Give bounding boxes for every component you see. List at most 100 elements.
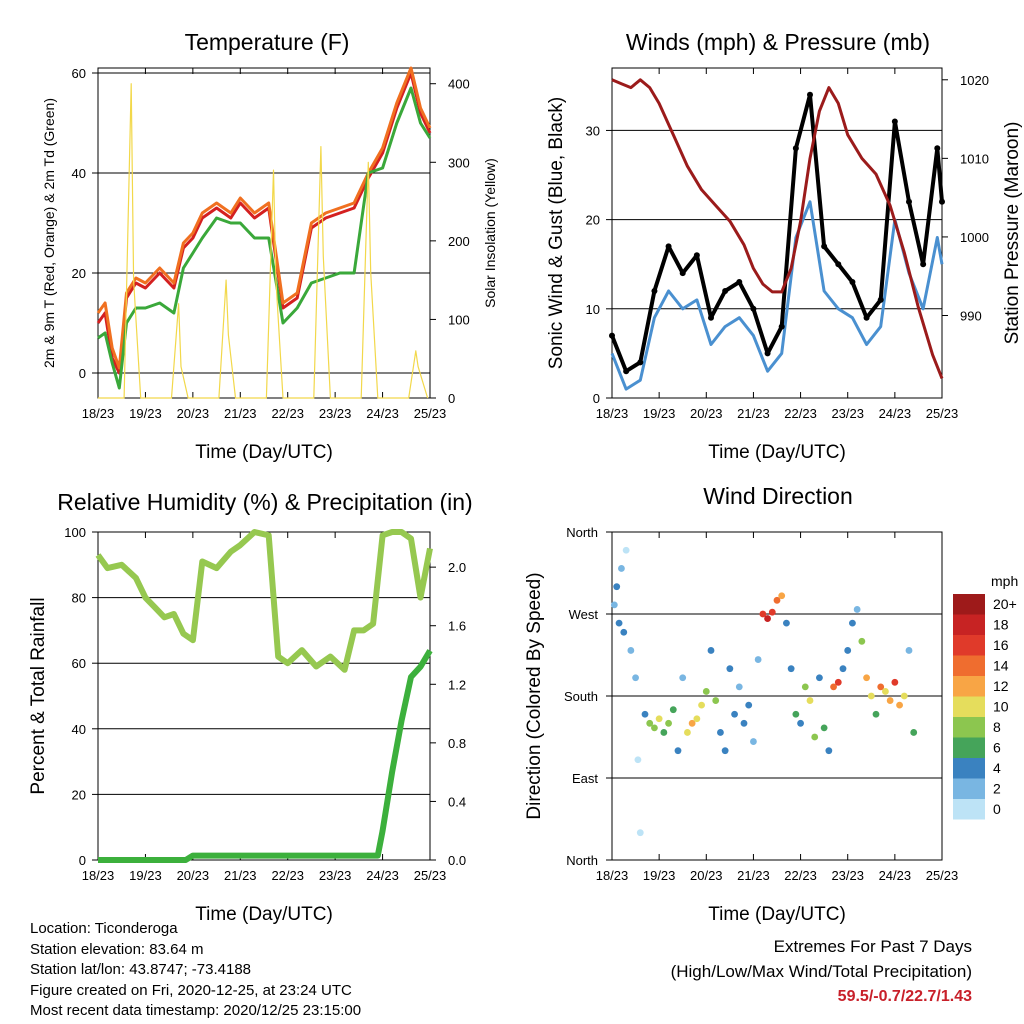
gust-point [693,252,700,259]
direction-point [707,647,715,654]
direction-point [717,729,724,736]
direction-point [877,683,885,691]
legend-label: 10 [993,699,1009,715]
gust-point [778,323,785,330]
direction-point [778,592,786,600]
x-tick-label: 25/23 [926,406,959,421]
x-tick-label: 19/23 [643,406,676,421]
direction-point [896,701,903,709]
elevation-text: Station elevation: 83.64 m [30,940,204,958]
x-tick-label: 21/23 [224,406,257,421]
y-right-tick-label: 1.6 [448,619,466,634]
direction-point [834,678,842,686]
direction-point [660,729,668,736]
gust-point [764,350,771,357]
direction-point [872,710,880,718]
x-tick-label: 19/23 [129,406,162,421]
y-right-tick-label: 100 [448,312,470,327]
direction-point [858,637,866,645]
y-right-tick-label: 200 [448,234,470,249]
x-tick-label: 20/23 [177,868,210,883]
extremes-subtitle: (High/Low/Max Wind/Total Precipitation) [670,962,972,981]
direction-point [684,729,691,736]
legend-swatch [953,594,985,615]
direction-point [693,715,701,723]
x-tick-label: 23/23 [319,868,352,883]
direction-point [735,683,743,691]
x-axis-label: Time (Day/UTC) [195,442,333,463]
direction-point [900,692,908,700]
direction-point [816,674,823,682]
direction-point [702,688,710,695]
x-tick-label: 19/23 [643,868,676,883]
x-axis-label: Time (Day/UTC) [708,904,846,925]
x-tick-label: 18/23 [596,406,629,421]
gust-point [623,368,630,375]
y-tick-label: 80 [72,591,86,606]
direction-point [759,610,767,618]
series-line-relative-humidity [95,529,433,673]
direction-point [910,729,918,736]
legend-swatch [953,614,985,635]
direction-point [613,583,621,591]
y-tick-label: 20 [72,266,86,281]
direction-point [632,674,639,682]
x-tick-label: 25/23 [926,868,959,883]
gust-point [821,243,828,250]
y-right-tick-label: 400 [448,77,470,92]
legend-label: 20+ [993,596,1017,612]
gust-point [736,279,743,286]
direction-point [620,628,628,636]
y-tick-label: 60 [72,656,86,671]
direction-point [636,829,644,837]
y-tick-label: 60 [72,66,86,81]
y-tick-label: 10 [586,302,600,317]
legend-swatch [953,758,985,779]
x-axis-label: Time (Day/UTC) [708,442,846,463]
direction-point [806,697,814,704]
legend-label: 0 [993,801,1001,817]
created-text: Figure created on Fri, 2020-12-25, at 23… [30,981,352,999]
direction-point [669,706,677,714]
x-tick-label: 24/23 [879,868,912,883]
gust-point [920,261,927,268]
direction-point [849,619,856,627]
legend-label: 16 [993,637,1009,653]
x-tick-label: 18/23 [82,868,115,883]
legend-label: 18 [993,617,1009,633]
series-line-solar-insolation [98,83,429,399]
y-right-tick-label: 0.4 [448,794,466,809]
direction-point [665,719,672,727]
gust-point [750,305,757,312]
location-text: Location: Ticonderoga [30,920,178,937]
legend-swatch [953,696,985,717]
direction-point [867,692,875,700]
direction-point [698,701,705,709]
direction-point [811,733,819,741]
x-tick-label: 20/23 [177,406,210,421]
gust-point [637,359,644,366]
gust-point [722,287,729,294]
y-tick-label: 40 [72,722,86,737]
x-tick-label: 22/23 [784,868,817,883]
x-tick-label: 24/23 [879,406,912,421]
chart-title: Winds (mph) & Pressure (mb) [626,29,930,55]
y-tick-label: North [566,853,598,868]
y-tick-label: 20 [586,213,600,228]
y-right-tick-label: 990 [960,309,982,324]
y-axis-label: Direction (Colored By Speed) [524,572,545,819]
gust-point [863,314,870,321]
gust-point [651,287,658,294]
direction-point [646,719,654,727]
series-line-9m-t [96,66,432,370]
series-line-2m-t [96,71,432,375]
direction-point [820,724,828,732]
direction-point [787,665,795,673]
direction-point [688,719,696,727]
direction-point [726,665,734,673]
series-line-sonic-wind [610,200,944,391]
x-tick-label: 22/23 [271,406,304,421]
direction-point [853,606,861,613]
y-tick-label: 30 [586,123,600,138]
direction-point [740,719,748,727]
